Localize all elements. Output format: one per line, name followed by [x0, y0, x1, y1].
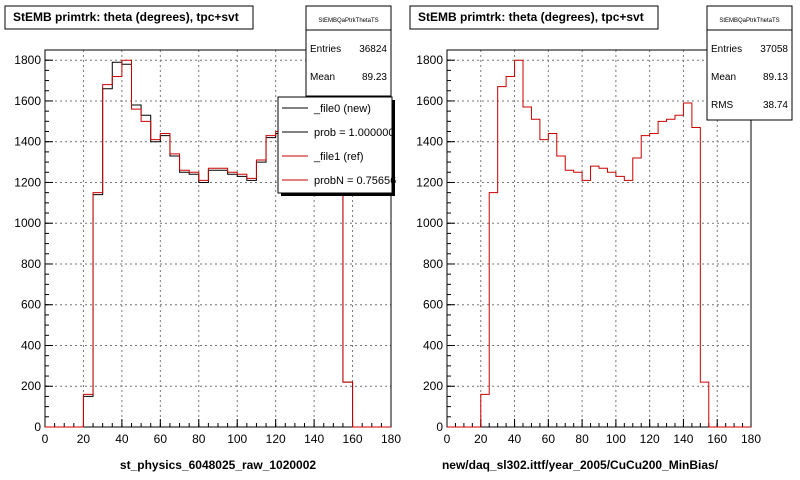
legend-entry: probN = 0.75656: [314, 175, 396, 187]
y-tick-label: 400: [423, 338, 443, 352]
y-tick-label: 1400: [14, 135, 41, 149]
y-tick-label: 800: [21, 257, 41, 271]
legend-box: [277, 96, 393, 194]
legend-entry: prob = 1.000000: [314, 127, 394, 139]
chart-title: StEMB primtrk: theta (degrees), tpc+svt: [13, 10, 239, 24]
stats-name: StEMBQaPtrkThetaTS: [719, 18, 779, 24]
y-tick-label: 1600: [14, 94, 41, 108]
x-tick-label: 0: [444, 432, 451, 446]
x-tick-label: 100: [227, 432, 247, 446]
stats-label: RMS: [711, 100, 734, 111]
y-tick-label: 600: [423, 298, 443, 312]
x-tick-label: 160: [707, 432, 727, 446]
stats-name: StEMBQaPtrkThetaTS: [318, 18, 378, 24]
stats-value: 36824: [359, 44, 387, 55]
x-tick-label: 120: [640, 432, 660, 446]
y-tick-label: 800: [423, 257, 443, 271]
x-tick-label: 180: [741, 432, 761, 446]
stats-label: Mean: [310, 72, 335, 83]
y-tick-label: 0: [34, 420, 41, 434]
legend-entry: _file0 (new): [313, 103, 371, 115]
x-tick-label: 140: [304, 432, 324, 446]
y-tick-label: 1600: [416, 94, 443, 108]
stats-label: Mean: [711, 72, 736, 83]
histogram-series-1: [447, 59, 751, 428]
title-box: [409, 5, 659, 30]
y-tick-label: 1000: [14, 216, 41, 230]
legend-entry: _file1 (ref): [313, 151, 364, 163]
plot-frame: [446, 49, 752, 428]
stats-label: Entries: [711, 44, 742, 55]
y-tick-label: 0: [436, 420, 443, 434]
stats-value: 38.74: [763, 100, 788, 111]
x-axis-label: st_physics_6048025_raw_1020002: [120, 458, 316, 472]
x-tick-label: 180: [381, 432, 401, 446]
x-tick-label: 20: [77, 432, 91, 446]
x-tick-label: 120: [266, 432, 286, 446]
y-tick-label: 1200: [416, 175, 443, 189]
x-tick-label: 80: [192, 432, 206, 446]
x-tick-label: 140: [673, 432, 693, 446]
stats-label: Entries: [310, 44, 341, 55]
x-tick-label: 100: [606, 432, 626, 446]
chart-panel-1: 0 20 40 60 80 100 120 140 160 1800200400600800100…: [4, 5, 401, 472]
chart-title: StEMB primtrk: theta (degrees), tpc+svt: [418, 10, 644, 24]
x-tick-label: 80: [575, 432, 589, 446]
stats-box: [305, 5, 392, 97]
x-tick-label: 60: [154, 432, 168, 446]
x-tick-label: 40: [115, 432, 129, 446]
y-tick-label: 1800: [416, 53, 443, 67]
y-tick-label: 1000: [416, 216, 443, 230]
x-tick-label: 60: [542, 432, 556, 446]
y-tick-label: 1400: [416, 135, 443, 149]
stats-value: 37058: [760, 44, 788, 55]
y-tick-label: 200: [423, 379, 443, 393]
stats-box: [706, 5, 793, 121]
stats-value: 89.23: [362, 72, 387, 83]
y-tick-label: 1200: [14, 175, 41, 189]
title-box: [4, 5, 254, 30]
y-tick-label: 600: [21, 298, 41, 312]
y-tick-label: 400: [21, 338, 41, 352]
y-tick-label: 1800: [14, 53, 41, 67]
x-tick-label: 0: [42, 432, 49, 446]
stats-value: 89.13: [763, 72, 788, 83]
grid: [447, 50, 751, 427]
x-tick-label: 20: [474, 432, 488, 446]
chart-panel-2: 0 20 40 60 80 100 120 140 160 1800200400600800100…: [409, 5, 793, 472]
x-axis-label: new/daq_sl302.ittf/year_2005/CuCu200_Min…: [442, 458, 719, 472]
x-tick-label: 40: [508, 432, 522, 446]
x-tick-label: 160: [343, 432, 363, 446]
y-tick-label: 200: [21, 379, 41, 393]
